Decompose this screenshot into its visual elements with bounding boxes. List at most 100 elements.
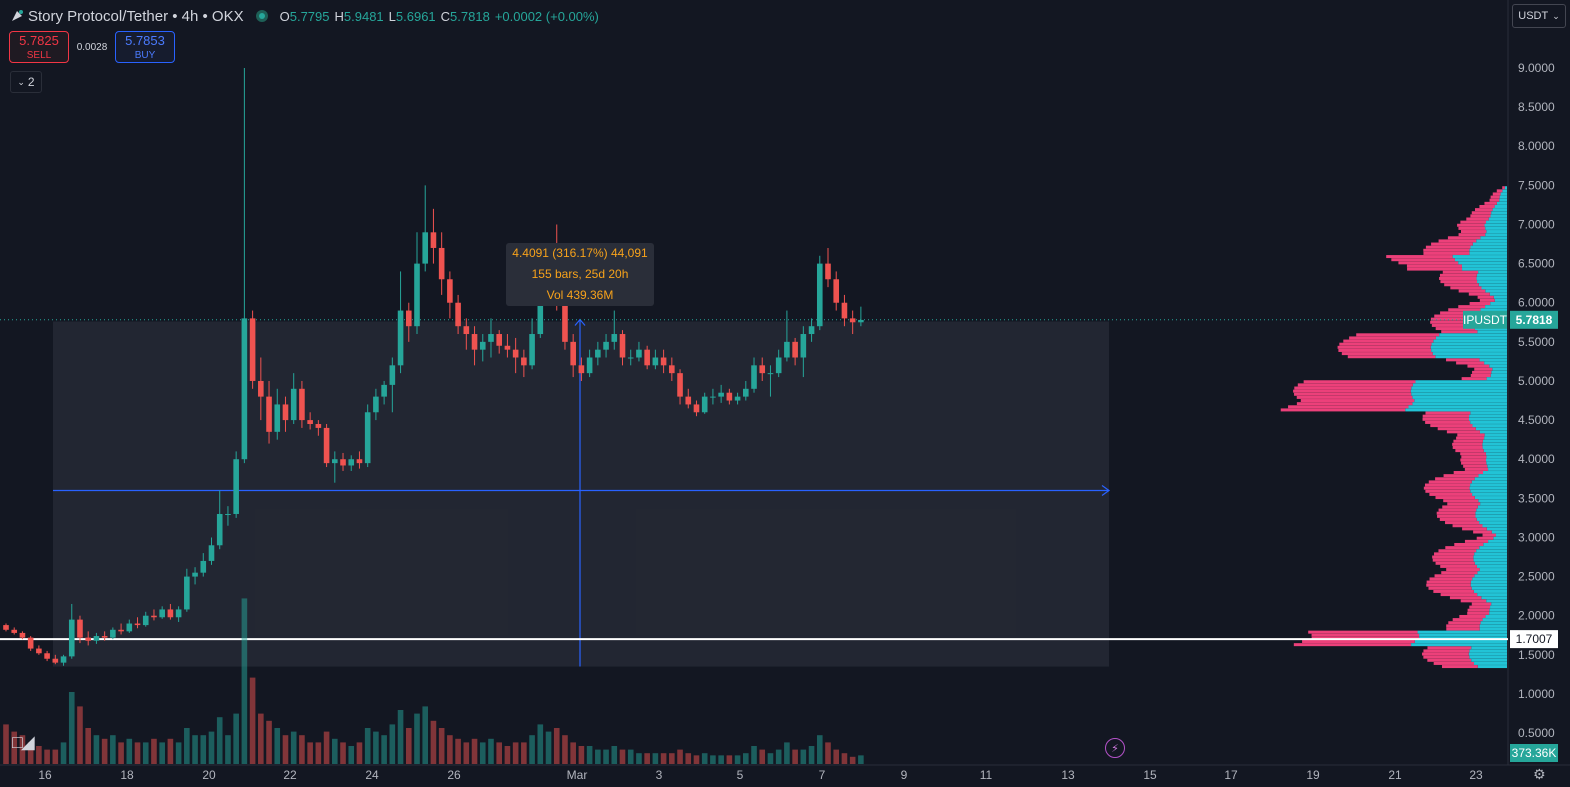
candle-body bbox=[77, 619, 83, 638]
volume-bar bbox=[734, 755, 741, 764]
volume-bar bbox=[521, 742, 527, 764]
gear-icon[interactable]: ⚙ bbox=[1533, 766, 1546, 782]
volume-bar bbox=[19, 735, 26, 764]
volume-profile-down-bar bbox=[1294, 386, 1412, 390]
volume-bar bbox=[562, 735, 568, 764]
volume-profile-down-bar bbox=[1437, 514, 1476, 518]
volume-bar bbox=[784, 742, 790, 764]
volume-profile-up-bar bbox=[1470, 580, 1507, 584]
volume-profile-down-bar bbox=[1458, 289, 1486, 293]
volume-profile-up-bar bbox=[1472, 242, 1507, 246]
volume-profile-up-bar bbox=[1476, 549, 1507, 553]
buy-button[interactable]: 5.7853 BUY bbox=[115, 31, 175, 63]
volume-profile-down-bar bbox=[1300, 399, 1415, 403]
y-tick-label: 3.5000 bbox=[1518, 491, 1555, 505]
volume-bar bbox=[36, 746, 42, 764]
volume-profile-up-bar bbox=[1469, 649, 1507, 653]
candle-body bbox=[389, 365, 396, 385]
volume-bar bbox=[208, 731, 215, 764]
volume-bar bbox=[841, 753, 848, 764]
volume-profile-up-bar bbox=[1478, 474, 1507, 478]
candle-body bbox=[118, 629, 124, 632]
volume-bar bbox=[718, 755, 724, 764]
volume-bar bbox=[332, 738, 338, 764]
volume-profile-down-bar bbox=[1426, 583, 1471, 587]
volume-bar bbox=[373, 731, 379, 764]
volume-bar bbox=[77, 706, 83, 764]
currency-select[interactable]: USDT ⌄ bbox=[1512, 4, 1566, 28]
volume-profile-up-bar bbox=[1473, 558, 1507, 562]
candle-body bbox=[463, 326, 470, 335]
volume-profile-down-bar bbox=[1440, 593, 1478, 597]
indicators-collapse-button[interactable]: ⌄ 2 bbox=[10, 71, 42, 93]
volume-profile-down-bar bbox=[1425, 245, 1471, 249]
volume-profile-down-bar bbox=[1435, 561, 1475, 565]
volume-profile-down-bar bbox=[1490, 195, 1500, 199]
volume-bar bbox=[479, 742, 486, 764]
volume-profile-up-bar bbox=[1489, 608, 1507, 612]
spread-value: 0.0028 bbox=[76, 41, 108, 53]
volume-profile-down-bar bbox=[1434, 314, 1475, 318]
last-price-label-bg bbox=[1510, 310, 1558, 329]
measure-arrow-head bbox=[1101, 485, 1111, 497]
volume-profile-down-bar bbox=[1337, 345, 1431, 349]
lightning-icon[interactable]: ⚡ bbox=[1105, 738, 1125, 758]
volume-profile-down-bar bbox=[1460, 220, 1487, 224]
volume-profile-up-bar bbox=[1419, 633, 1507, 637]
volume-profile-down-bar bbox=[1429, 492, 1473, 496]
volume-profile-down-bar bbox=[1457, 433, 1485, 437]
x-tick-label: 26 bbox=[447, 768, 461, 782]
volume-bar bbox=[52, 749, 59, 764]
volume-profile-up-bar bbox=[1439, 333, 1507, 337]
candle-body bbox=[110, 629, 116, 638]
ohlc-low-value: 5.6961 bbox=[395, 8, 436, 24]
y-tick-label: 0.5000 bbox=[1518, 726, 1555, 740]
volume-profile-up-bar bbox=[1486, 230, 1507, 234]
volume-profile-down-bar bbox=[1439, 273, 1477, 277]
candle-body bbox=[422, 232, 429, 264]
volume-profile-up-bar bbox=[1471, 646, 1507, 650]
candle-body bbox=[364, 412, 371, 464]
candle-body bbox=[167, 609, 174, 618]
volume-profile-down-bar bbox=[1489, 198, 1500, 202]
volume-profile-up-bar bbox=[1458, 261, 1507, 265]
candle-body bbox=[595, 349, 601, 358]
candle-body bbox=[159, 609, 165, 618]
volume-profile-up-bar bbox=[1480, 308, 1507, 312]
candle-body bbox=[438, 247, 445, 280]
candle-body bbox=[636, 349, 642, 358]
volume-profile-up-bar bbox=[1469, 248, 1507, 252]
volume-profile-down-bar bbox=[1293, 643, 1412, 647]
candle-body bbox=[800, 334, 807, 358]
volume-bar bbox=[726, 755, 733, 764]
volume-profile-up-bar bbox=[1489, 364, 1507, 368]
volume-bar bbox=[364, 728, 371, 764]
volume-bar bbox=[192, 735, 198, 764]
level-label: 1.7007 bbox=[1516, 632, 1553, 646]
volume-bar bbox=[660, 753, 667, 764]
volume-profile-up-bar bbox=[1485, 289, 1507, 293]
x-tick-label: Mar bbox=[567, 768, 588, 782]
ohlc-high-value: 5.9481 bbox=[343, 8, 384, 24]
tradingview-logo-icon[interactable]: □◢ bbox=[12, 732, 35, 752]
volume-profile-down-bar bbox=[1453, 471, 1484, 475]
indicators-count: 2 bbox=[27, 75, 35, 89]
level-label-bg bbox=[1510, 630, 1558, 649]
sell-button[interactable]: 5.7825 SELL bbox=[9, 31, 69, 63]
volume-profile-down-bar bbox=[1461, 455, 1487, 459]
candle-body bbox=[627, 357, 634, 359]
volume-profile-up-bar bbox=[1411, 643, 1507, 647]
candle-body bbox=[734, 396, 741, 401]
volume-profile-down-bar bbox=[1457, 223, 1485, 227]
volume-bar bbox=[381, 735, 387, 764]
volume-bar bbox=[397, 710, 404, 764]
market-status-icon[interactable] bbox=[255, 10, 268, 22]
volume-profile-up-bar bbox=[1484, 223, 1507, 227]
candle-body bbox=[68, 619, 75, 657]
candle-body bbox=[52, 658, 59, 663]
y-tick-label: 4.5000 bbox=[1518, 413, 1555, 427]
volume-profile-down-bar bbox=[1462, 527, 1487, 531]
symbol-title[interactable]: Story Protocol/Tether • 4h • OKX bbox=[28, 7, 244, 25]
volume-profile-down-bar bbox=[1474, 208, 1493, 212]
